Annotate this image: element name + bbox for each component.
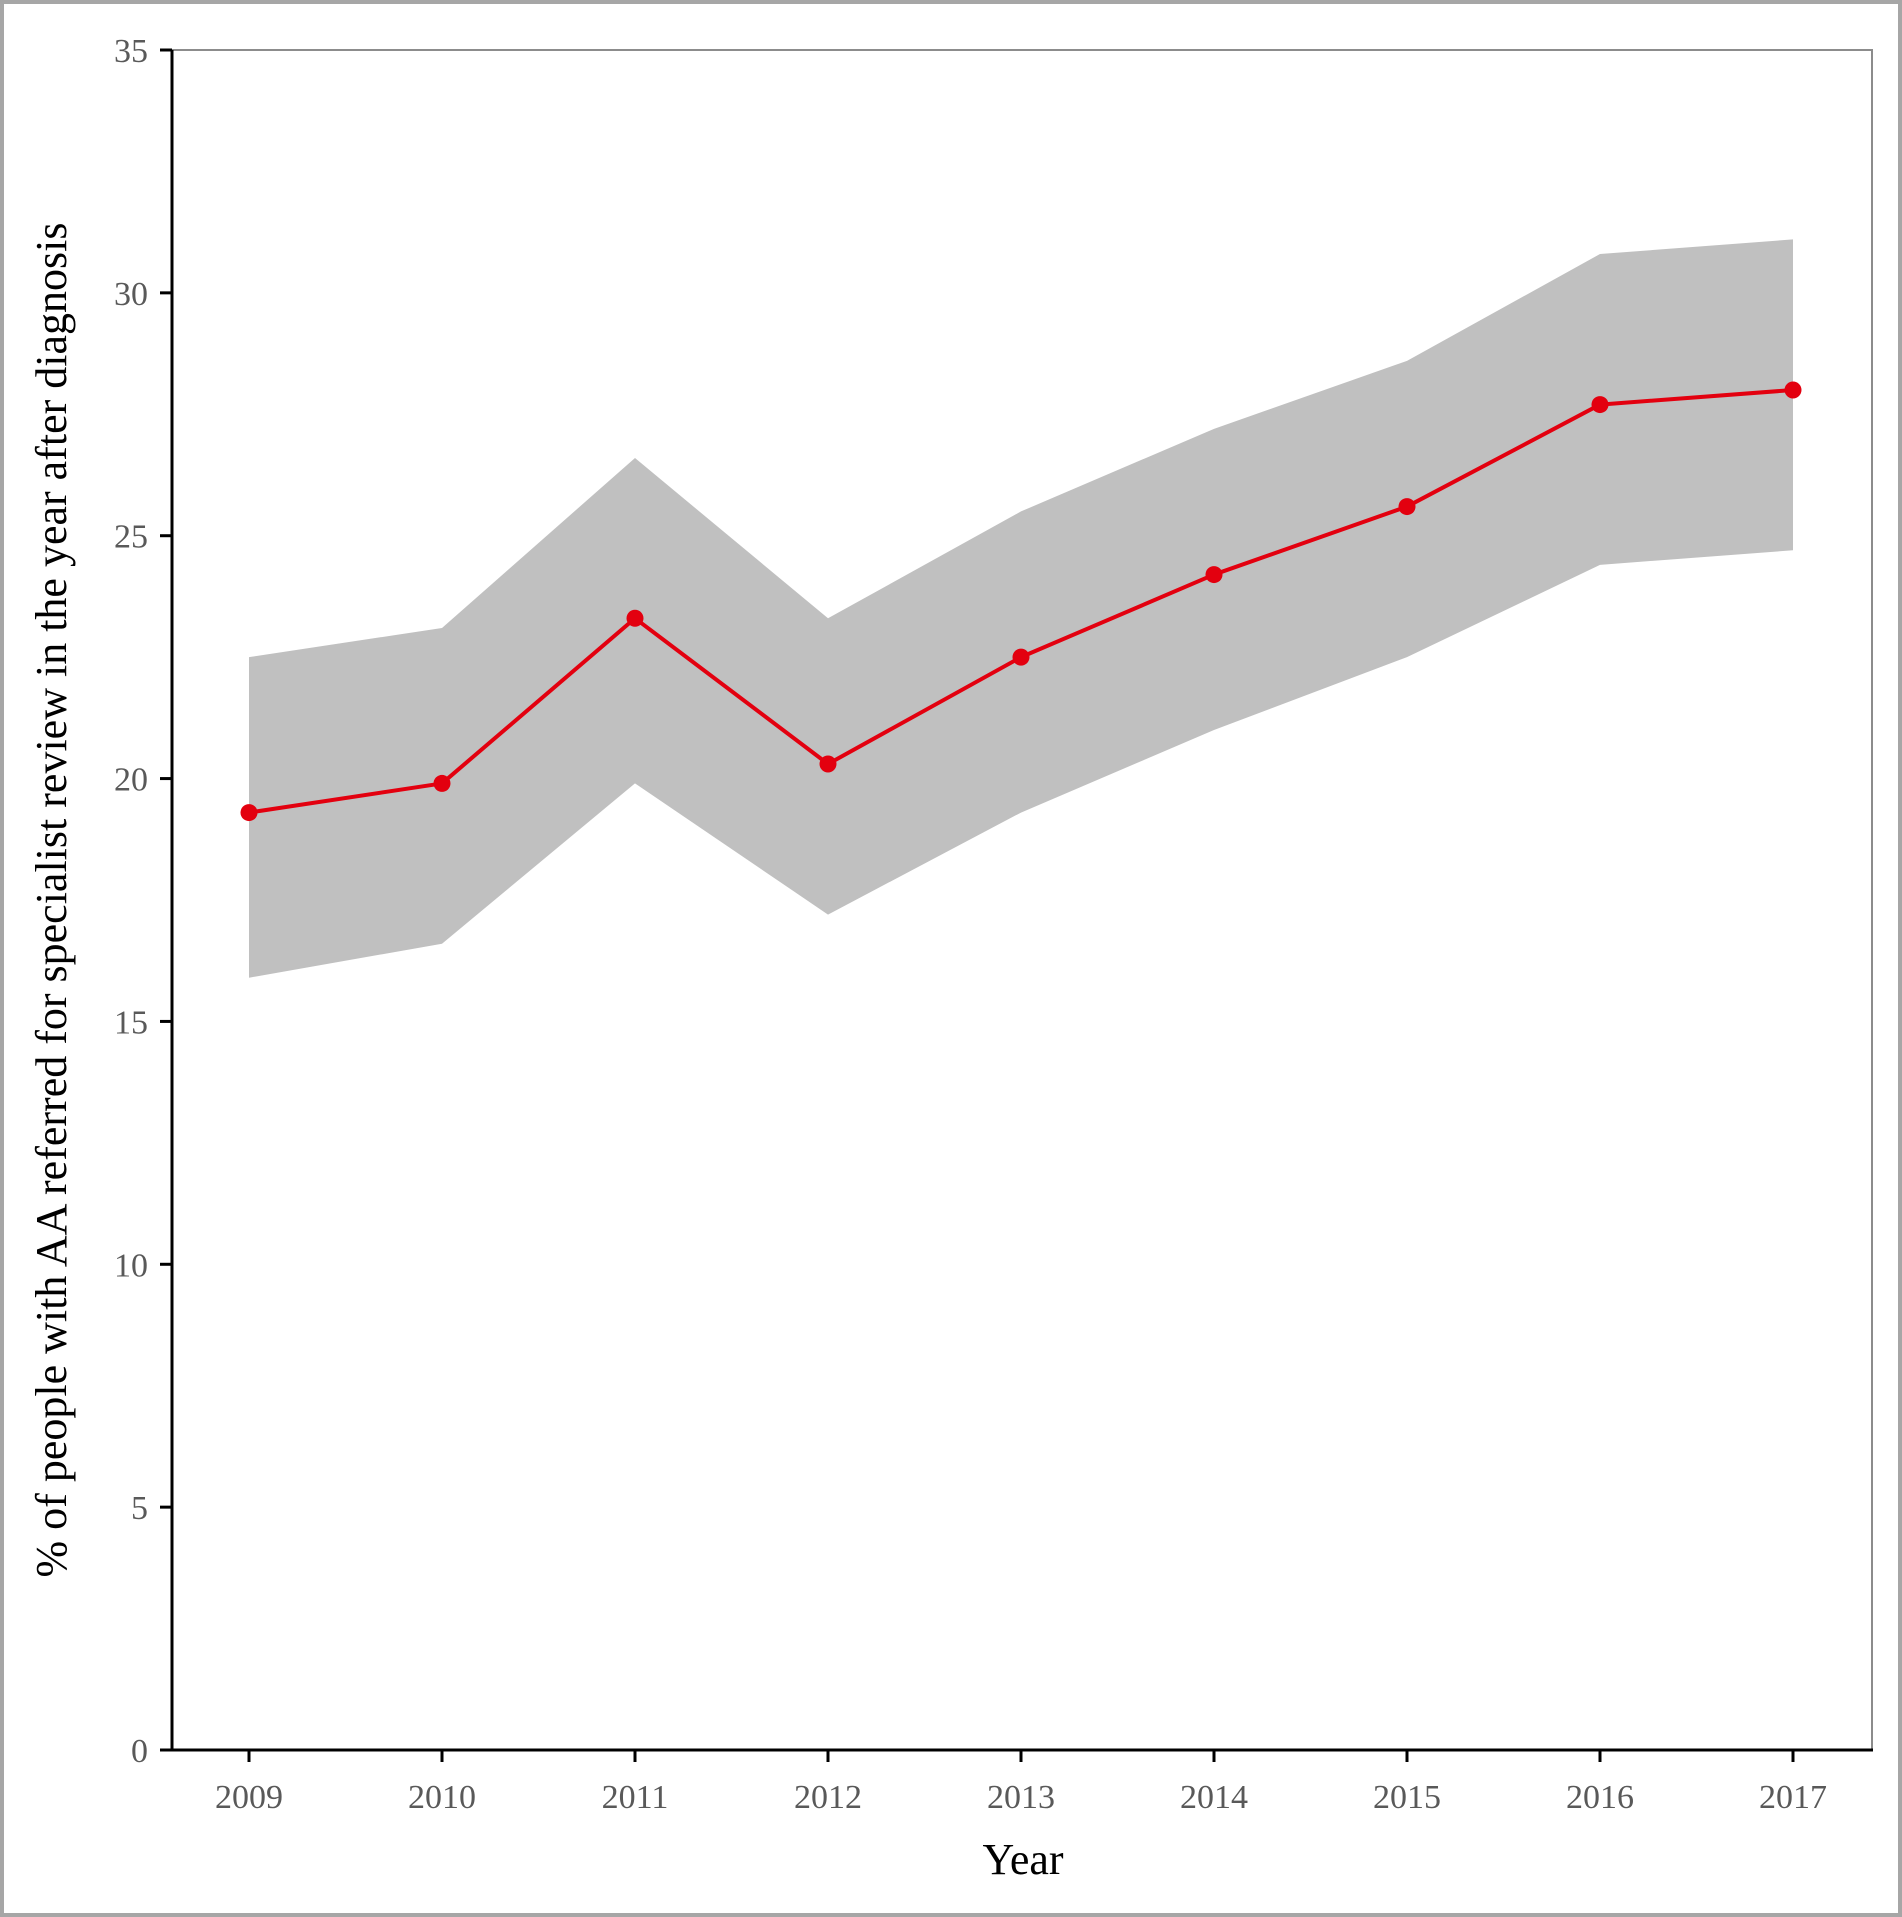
- data-point-2017: [1784, 381, 1802, 399]
- series-layer: [240, 381, 1802, 822]
- y-tick-label-5: 5: [131, 1490, 148, 1527]
- x-tick-label-2013: 2013: [987, 1779, 1055, 1816]
- y-tick-label-20: 20: [114, 762, 148, 799]
- y-tick-label-35: 35: [114, 33, 148, 70]
- y-tick-label-30: 30: [114, 276, 148, 313]
- axes: [160, 48, 1873, 1762]
- y-axis-title: % of people with AA referred for special…: [27, 223, 76, 1578]
- y-tick-label-15: 15: [114, 1004, 148, 1041]
- data-point-2016: [1591, 396, 1609, 414]
- y-tick-label-25: 25: [114, 519, 148, 556]
- y-tick-label-0: 0: [131, 1733, 148, 1770]
- x-tick-label-2014: 2014: [1180, 1779, 1248, 1816]
- x-tick-label-2016: 2016: [1566, 1779, 1634, 1816]
- data-point-2009: [240, 804, 258, 822]
- x-tick-label-2017: 2017: [1759, 1779, 1827, 1816]
- x-tick-label-2011: 2011: [602, 1779, 669, 1816]
- data-point-2011: [626, 609, 644, 627]
- data-point-2012: [819, 755, 837, 773]
- x-tick-label-2010: 2010: [408, 1779, 476, 1816]
- confidence-band-layer: [249, 239, 1793, 978]
- data-point-2010: [433, 774, 451, 792]
- data-point-2015: [1398, 498, 1416, 516]
- tick-labels: 0 5 10 15 20 25 30 35 2009 2010 2011 2012 2013 2014 20…: [114, 33, 1827, 1816]
- x-tick-label-2012: 2012: [794, 1779, 862, 1816]
- confidence-band: [249, 239, 1793, 978]
- data-point-2013: [1012, 648, 1030, 666]
- y-tick-label-10: 10: [114, 1247, 148, 1284]
- x-axis-title: Year: [982, 1835, 1063, 1884]
- data-point-2014: [1205, 566, 1223, 584]
- x-tick-label-2015: 2015: [1373, 1779, 1441, 1816]
- x-tick-label-2009: 2009: [215, 1779, 283, 1816]
